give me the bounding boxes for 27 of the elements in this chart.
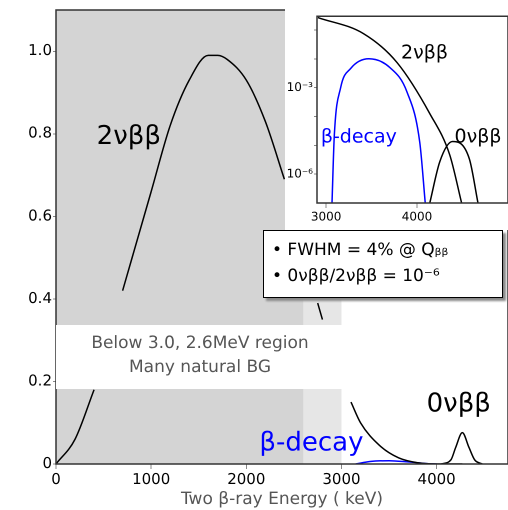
series-label: β-decay bbox=[259, 427, 364, 458]
series-label: 2νββ bbox=[401, 42, 448, 64]
x-tick-label: 3000 bbox=[322, 470, 361, 488]
y-tick-label: 0 bbox=[42, 454, 52, 472]
series-label: 0νββ bbox=[426, 388, 491, 419]
x-tick-label: 1000 bbox=[132, 470, 170, 488]
x-tick-label: 4000 bbox=[402, 209, 432, 224]
annotation: Many natural BG bbox=[128, 356, 272, 379]
x-tick-label: 2000 bbox=[227, 470, 266, 488]
x-tick-label: 3000 bbox=[310, 209, 342, 224]
line-series bbox=[440, 432, 484, 464]
y-tick-label: 0.2 bbox=[28, 371, 52, 390]
y-tick-label: 0.8 bbox=[28, 124, 52, 142]
y-tick-label: 10⁻³ bbox=[286, 80, 314, 94]
note-box: • FWHM = 4% @ Qᵦᵦ • 0νββ/2νββ = 10⁻⁶ bbox=[263, 230, 503, 298]
x-tick-label: 4000 bbox=[418, 470, 456, 488]
y-tick-label: 0.6 bbox=[28, 206, 52, 224]
note-box: Below 3.0, 2.6MeV region Many natural BG bbox=[56, 325, 344, 389]
y-tick-label: 0.4 bbox=[28, 288, 52, 307]
annotation: • 0νββ/2νββ = 10⁻⁶ bbox=[272, 265, 441, 288]
series-label: 2νββ bbox=[96, 120, 161, 151]
y-tick-label: 1.0 bbox=[28, 41, 52, 60]
y-tick-label: 10⁻⁶ bbox=[286, 166, 314, 180]
series-label: 0νββ bbox=[454, 126, 502, 148]
x-axis-title: Two β-ray Energy ( keV) bbox=[180, 489, 384, 510]
annotation: Below 3.0, 2.6MeV region bbox=[90, 332, 310, 355]
annotation: • FWHM = 4% @ Qᵦᵦ bbox=[272, 239, 450, 262]
